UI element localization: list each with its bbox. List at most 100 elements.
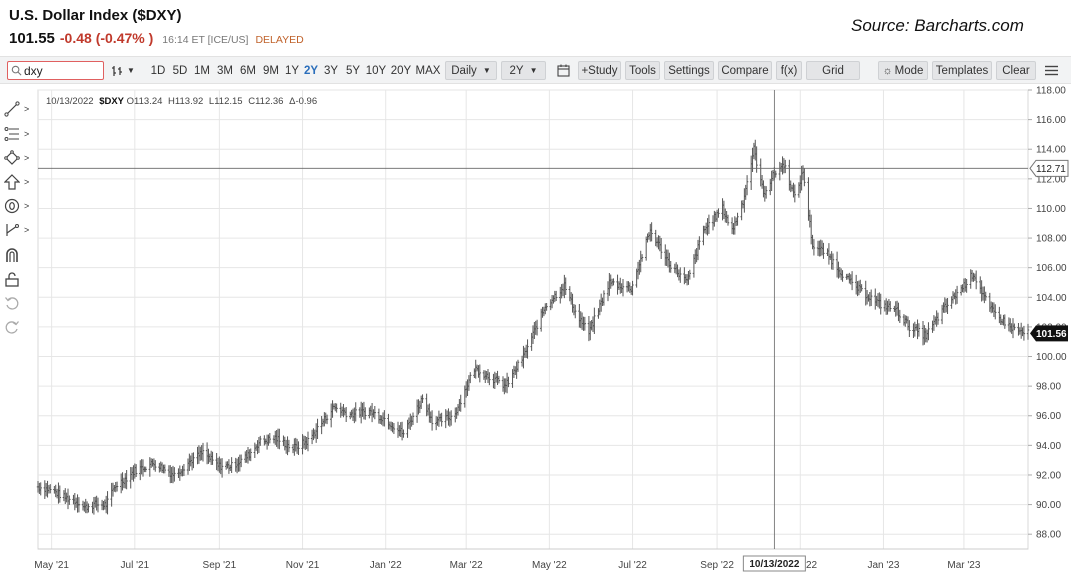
y-tick-label: 94.00 bbox=[1036, 441, 1061, 452]
ohlc-bar bbox=[955, 285, 959, 304]
crosshair-date-box bbox=[742, 555, 806, 572]
clear-button[interactable]: Clear bbox=[996, 61, 1036, 80]
calendar-icon[interactable] bbox=[554, 61, 572, 80]
ohlc-bar bbox=[134, 464, 138, 477]
ohlc-bar bbox=[717, 208, 720, 218]
lock-tool[interactable] bbox=[4, 269, 34, 289]
ohlc-bar bbox=[364, 407, 367, 420]
function-button[interactable]: f(x) bbox=[776, 61, 802, 80]
add-study-button[interactable]: +Study bbox=[578, 61, 621, 80]
chart-type-dropdown[interactable]: ▼ bbox=[110, 61, 136, 80]
ohlc-bar bbox=[449, 410, 453, 426]
ohlc-bar bbox=[1013, 323, 1016, 331]
delayed-badge: DELAYED bbox=[255, 34, 304, 46]
ohlc-bar bbox=[507, 376, 510, 388]
ohlc-bar bbox=[220, 458, 224, 478]
ohlc-bar bbox=[278, 428, 281, 450]
crosshair-date-label: 10/13/2022 bbox=[749, 559, 799, 570]
ohlc-bar bbox=[545, 303, 548, 311]
chevron-right-icon: > bbox=[24, 129, 30, 139]
shape-tool[interactable]: > bbox=[4, 148, 34, 168]
ohlc-bar bbox=[1026, 323, 1030, 340]
range-20y[interactable]: 20Y bbox=[390, 64, 412, 77]
ohlc-bar bbox=[287, 439, 291, 453]
ohlc-bar bbox=[917, 323, 921, 337]
search-input[interactable] bbox=[24, 63, 102, 78]
ohlc-bar bbox=[459, 394, 462, 412]
arrow-tool-icon bbox=[4, 174, 20, 190]
range-6m[interactable]: 6M bbox=[240, 64, 256, 77]
range-9m[interactable]: 9M bbox=[263, 64, 279, 77]
chevron-right-icon: > bbox=[24, 225, 30, 235]
ohlc-bar bbox=[39, 482, 42, 496]
period-dropdown[interactable]: 2Y ▼ bbox=[501, 61, 546, 80]
interval-dropdown[interactable]: Daily ▼ bbox=[445, 61, 497, 80]
arrow-tool[interactable]: > bbox=[4, 172, 34, 192]
ohlc-bar bbox=[583, 316, 587, 331]
range-max[interactable]: MAX bbox=[415, 64, 441, 77]
ohlc-bar bbox=[793, 184, 797, 203]
x-tick-label: Sep '21 bbox=[203, 560, 237, 571]
ohlc-bar bbox=[115, 481, 119, 492]
annotation-tool[interactable]: > bbox=[4, 196, 34, 216]
line-tool[interactable]: > bbox=[4, 99, 34, 119]
high-label: H bbox=[168, 96, 175, 107]
redo-tool[interactable] bbox=[4, 317, 34, 337]
ohlc-bar bbox=[659, 237, 663, 260]
tools-button[interactable]: Tools bbox=[625, 61, 660, 80]
magnet-tool[interactable] bbox=[4, 245, 34, 265]
undo-tool[interactable] bbox=[4, 293, 34, 313]
ohlc-bar bbox=[77, 497, 81, 513]
ohlc-bar bbox=[354, 402, 357, 422]
range-2y[interactable]: 2Y bbox=[303, 64, 319, 77]
x-tick-label: Jul '22 bbox=[618, 560, 647, 571]
ohlc-bar bbox=[392, 422, 396, 434]
ohlc-readout: 10/13/2022 $DXY O113.24 H113.92 L112.15 … bbox=[46, 96, 320, 107]
range-10y[interactable]: 10Y bbox=[365, 64, 387, 77]
price-series bbox=[36, 139, 1030, 515]
ohlc-bar bbox=[946, 298, 949, 314]
range-5d[interactable]: 5D bbox=[172, 64, 188, 77]
price-change: -0.48 (-0.47% ) bbox=[59, 30, 154, 46]
y-tick-label: 90.00 bbox=[1036, 500, 1061, 511]
compare-button[interactable]: Compare bbox=[718, 61, 772, 80]
measure-tool[interactable]: > bbox=[4, 220, 34, 240]
range-3y[interactable]: 3Y bbox=[323, 64, 339, 77]
symbol-search[interactable] bbox=[7, 61, 104, 80]
chevron-right-icon: > bbox=[24, 201, 30, 211]
x-tick-label: Nov '21 bbox=[286, 560, 320, 571]
mode-button[interactable]: ☼ Mode bbox=[878, 61, 928, 80]
range-5y[interactable]: 5Y bbox=[345, 64, 361, 77]
y-tick-label: 100.00 bbox=[1036, 352, 1067, 363]
crosshair-price-label: 112.71 bbox=[1036, 164, 1066, 175]
ohlc-bar bbox=[297, 441, 300, 455]
ohlc-bar bbox=[526, 339, 529, 359]
ohlc-bar bbox=[841, 270, 844, 282]
grid-button[interactable]: Grid bbox=[806, 61, 860, 80]
range-1d[interactable]: 1D bbox=[150, 64, 166, 77]
close-label: C bbox=[248, 96, 256, 107]
quote-time: 16:14 ET [ICE/US] bbox=[162, 34, 249, 46]
menu-icon[interactable] bbox=[1042, 61, 1060, 80]
measure-tool-icon bbox=[6, 224, 19, 236]
ohlc-bar bbox=[335, 403, 338, 413]
range-1y[interactable]: 1Y bbox=[284, 64, 300, 77]
range-3m[interactable]: 3M bbox=[217, 64, 233, 77]
ohlc-bar bbox=[593, 307, 596, 334]
ohlc-bar bbox=[822, 242, 825, 259]
ohlc-bar bbox=[574, 304, 577, 319]
ohlc-bar bbox=[516, 359, 520, 372]
fib-tool[interactable]: > bbox=[4, 124, 34, 144]
delta-label: Δ bbox=[289, 96, 296, 107]
chevron-down-icon: ▼ bbox=[529, 66, 538, 75]
templates-button[interactable]: Templates bbox=[932, 61, 992, 80]
ohlc-bar bbox=[96, 497, 100, 513]
ohlc-bar bbox=[106, 491, 109, 515]
ohlc-bar bbox=[411, 412, 415, 426]
ohlc-bar bbox=[812, 239, 816, 256]
range-1m[interactable]: 1M bbox=[194, 64, 210, 77]
ohlc-bar bbox=[927, 322, 930, 341]
ohlc-bar bbox=[373, 405, 377, 420]
settings-button[interactable]: Settings bbox=[664, 61, 714, 80]
